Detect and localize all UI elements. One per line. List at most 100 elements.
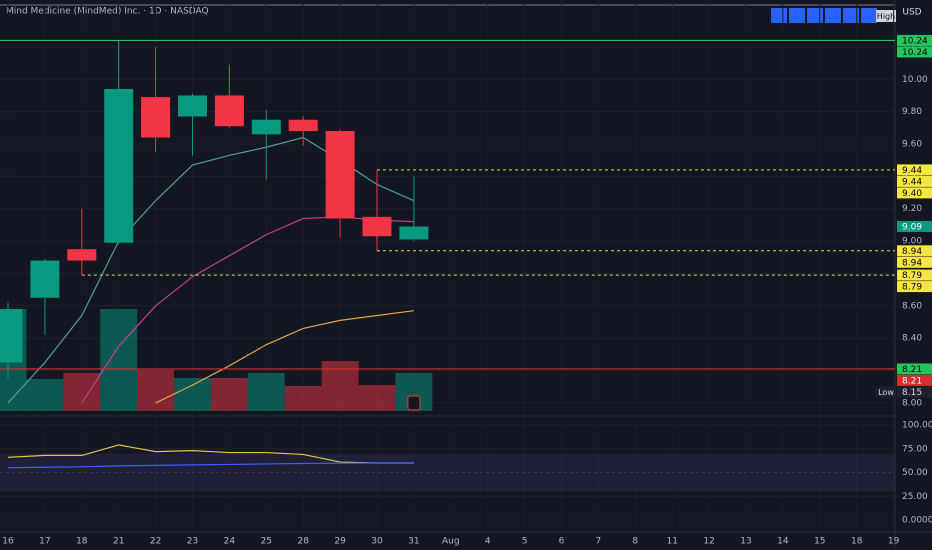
earnings-marker — [407, 395, 421, 411]
y-tick-label: 9.80 — [902, 107, 922, 117]
x-tick-label: 7 — [596, 537, 602, 547]
x-tick-label: 30 — [371, 537, 383, 547]
price-label: 8.94 — [902, 258, 922, 268]
candle-body — [178, 95, 207, 117]
volume-bar — [174, 378, 211, 411]
price-label-box — [897, 281, 932, 293]
y-tick-label: 9.60 — [902, 140, 922, 150]
y-tick-label: 25.00 — [902, 492, 928, 502]
price-label-box — [897, 46, 932, 58]
price-label: 8.94 — [902, 247, 922, 257]
volume-bar — [284, 386, 322, 411]
price-label-box — [897, 363, 932, 375]
price-label-box — [897, 175, 932, 187]
x-tick-label: Aug — [442, 537, 460, 547]
y-tick-label: 50.00 — [902, 468, 928, 478]
candle-body — [251, 119, 281, 135]
y-tick-label: 9.00 — [902, 237, 922, 247]
price-label: 8.79 — [902, 271, 922, 281]
price-label-box — [897, 245, 932, 257]
y-tick-label: 10.00 — [902, 75, 928, 85]
y-tick-label: 8.60 — [902, 301, 922, 311]
volume-bar — [26, 379, 64, 411]
y-tick-label: 75.00 — [902, 444, 928, 454]
x-tick-label: 23 — [187, 537, 198, 547]
x-tick-label: 13 — [740, 537, 751, 547]
volume-bar — [210, 378, 248, 411]
x-tick-label: 16 — [2, 537, 14, 547]
x-tick-label: 28 — [297, 537, 309, 547]
toolbar[interactable] — [771, 8, 877, 23]
tool-button[interactable] — [861, 8, 877, 23]
y-tick-label: 0.0000 — [902, 516, 932, 526]
price-label: 10.24 — [902, 36, 928, 46]
candle-body — [362, 216, 392, 237]
x-tick-label: 6 — [559, 537, 565, 547]
price-label: 9.40 — [902, 189, 922, 199]
volume-bar — [63, 373, 101, 411]
x-tick-label: 17 — [39, 537, 50, 547]
chart-title: Mind Medicine (MindMed) Inc. · 1D · NASD… — [6, 7, 209, 17]
x-tick-label: 18 — [851, 537, 863, 547]
price-label: 9.44 — [902, 177, 922, 187]
x-tick-label: 5 — [522, 537, 528, 547]
ma-line — [81, 216, 414, 404]
candle-body — [214, 95, 244, 127]
price-label: 8.79 — [902, 283, 922, 293]
tool-button[interactable] — [771, 8, 787, 23]
candle-body — [288, 119, 318, 132]
price-label-box — [897, 386, 932, 398]
x-tick-label: 31 — [408, 537, 419, 547]
price-label-box — [897, 256, 932, 268]
x-tick-label: 22 — [150, 537, 161, 547]
price-label: 9.09 — [902, 223, 922, 233]
x-tick-label: 21 — [113, 537, 124, 547]
rsi-line — [7, 444, 414, 464]
volume-bar — [358, 385, 396, 411]
candle-body — [399, 226, 429, 240]
candle-body — [325, 131, 355, 219]
price-label-box — [897, 221, 932, 233]
tool-button[interactable] — [825, 8, 841, 23]
x-tick-label: 19 — [888, 537, 900, 547]
candle-body — [67, 249, 97, 261]
candle-body — [0, 309, 23, 363]
price-label-box — [897, 34, 932, 46]
x-tick-label: 29 — [334, 537, 346, 547]
price-label: 8.21 — [902, 365, 922, 375]
currency: USD — [902, 8, 921, 18]
y-tick-label: 9.20 — [902, 204, 922, 214]
volume-bar — [100, 309, 138, 411]
price-label-box — [897, 269, 932, 281]
x-tick-label: 4 — [485, 537, 491, 547]
price-label-box — [897, 187, 932, 199]
x-tick-label: 12 — [703, 537, 714, 547]
tool-button[interactable] — [807, 8, 823, 23]
x-tick-label: 24 — [224, 537, 236, 547]
tool-button[interactable] — [789, 8, 805, 23]
ma-line — [155, 310, 414, 404]
price-label: 8.21 — [902, 376, 922, 386]
x-tick-label: 15 — [814, 537, 825, 547]
tool-button[interactable] — [843, 8, 859, 23]
rsi-line — [7, 462, 414, 469]
candle-body — [104, 88, 134, 243]
price-label-box — [897, 374, 932, 386]
price-label: 9.44 — [902, 166, 922, 176]
x-tick-label: 11 — [666, 537, 677, 547]
volume-bar — [247, 373, 285, 411]
price-tag: Low — [878, 388, 894, 397]
y-tick-label: 100.00 — [902, 421, 932, 431]
price-label: 8.15 — [902, 388, 922, 398]
price-tag-box — [876, 386, 896, 398]
high-tag: High — [877, 12, 895, 21]
y-tick-label: 8.40 — [902, 334, 922, 344]
x-tick-label: 14 — [777, 537, 789, 547]
candle-body — [141, 97, 171, 138]
x-tick-label: 8 — [632, 537, 638, 547]
high-tag-box — [876, 10, 896, 22]
candle-body — [30, 260, 60, 298]
volume-bar — [137, 370, 175, 411]
x-tick-label: 18 — [76, 537, 88, 547]
